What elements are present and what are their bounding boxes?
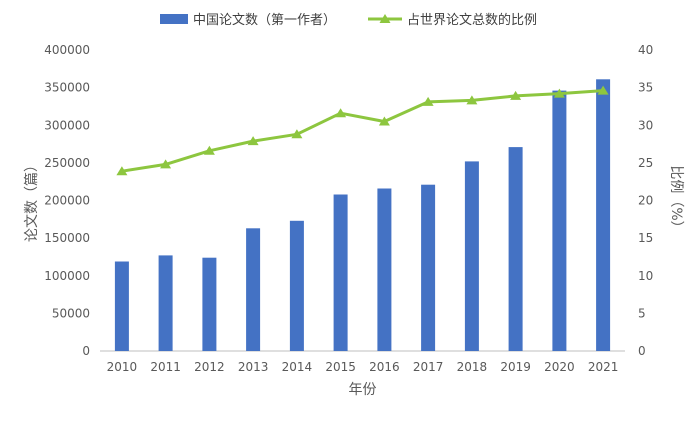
x-tick-label: 2010 (107, 360, 138, 374)
y-tick-label: 300000 (44, 118, 90, 132)
y-tick-label: 250000 (44, 156, 90, 170)
bar-series (114, 79, 611, 352)
bar-2011 (158, 255, 173, 351)
bar-2018 (464, 161, 479, 351)
x-tick-label: 2017 (413, 360, 444, 374)
y2-tick-label: 25 (638, 156, 653, 170)
bar-2015 (333, 194, 348, 351)
y-tick-label: 400000 (44, 43, 90, 57)
legend: 中国论文数（第一作者） 占世界论文总数的比例 (160, 12, 537, 28)
legend-swatch-marker (379, 14, 391, 23)
x-tick-label: 2016 (369, 360, 400, 374)
line-point-2012 (203, 145, 215, 155)
line-point-2011 (160, 159, 172, 169)
bar-2019 (508, 147, 523, 351)
legend-label-line: 占世界论文总数的比例 (407, 12, 537, 28)
y2-tick-label: 10 (638, 269, 653, 283)
line-point-2020 (553, 88, 565, 98)
y2-tick-label: 5 (638, 306, 646, 320)
x-tick-label: 2020 (544, 360, 575, 374)
x-tick-label: 2015 (325, 360, 356, 374)
x-tick-label: 2018 (457, 360, 488, 374)
ratio-line (121, 89, 604, 173)
line-point-2014 (291, 129, 303, 139)
y-tick-label: 150000 (44, 231, 90, 245)
y-tick-label: 350000 (44, 81, 90, 95)
y-axis-ticks: 0 50000 100000 150000 200000 250000 300000 3500… (44, 43, 90, 358)
x-tick-label: 2011 (150, 360, 181, 374)
bar-2012 (202, 257, 217, 351)
y2-tick-label: 0 (638, 344, 646, 358)
x-tick-label: 2013 (238, 360, 269, 374)
y-axis-title: 论文数（篇） (24, 158, 40, 242)
bar-2021 (596, 79, 611, 352)
legend-label-bar: 中国论文数（第一作者） (193, 13, 336, 28)
line-series (116, 85, 609, 176)
x-tick-label: 2019 (500, 360, 531, 374)
y2-tick-label: 40 (638, 43, 653, 57)
bar-2013 (246, 228, 261, 351)
y2-axis-ticks: 0 5 10 15 20 25 30 35 40 (638, 43, 653, 358)
line-point-2017 (422, 96, 434, 106)
bar-2010 (114, 261, 129, 351)
bar-2014 (289, 220, 304, 351)
y-tick-label: 0 (82, 344, 90, 358)
line-point-2016 (378, 116, 390, 126)
bar-2017 (421, 184, 436, 351)
y2-tick-label: 20 (638, 194, 653, 208)
y2-tick-label: 30 (638, 118, 653, 132)
line-point-2018 (466, 95, 478, 105)
y-tick-label: 200000 (44, 194, 90, 208)
line-point-2019 (510, 90, 522, 100)
y2-axis-title: 比例（%） (668, 165, 684, 234)
bar-2016 (377, 188, 392, 351)
legend-swatch-bar (160, 14, 188, 24)
line-point-2015 (335, 108, 347, 118)
x-tick-label: 2014 (282, 360, 313, 374)
line-point-2021 (597, 85, 609, 95)
y2-tick-label: 15 (638, 231, 653, 245)
y-tick-label: 50000 (52, 306, 90, 320)
x-axis-ticks: 2010 2011 2012 2013 2014 2015 2016 2017 2018 2019… (107, 360, 619, 374)
line-point-2013 (247, 136, 259, 146)
bar-2020 (552, 90, 567, 351)
x-tick-label: 2012 (194, 360, 225, 374)
line-point-2010 (116, 166, 128, 176)
y-tick-label: 100000 (44, 269, 90, 283)
x-axis-title: 年份 (349, 382, 377, 398)
y2-tick-label: 35 (638, 81, 653, 95)
x-tick-label: 2021 (588, 360, 619, 374)
